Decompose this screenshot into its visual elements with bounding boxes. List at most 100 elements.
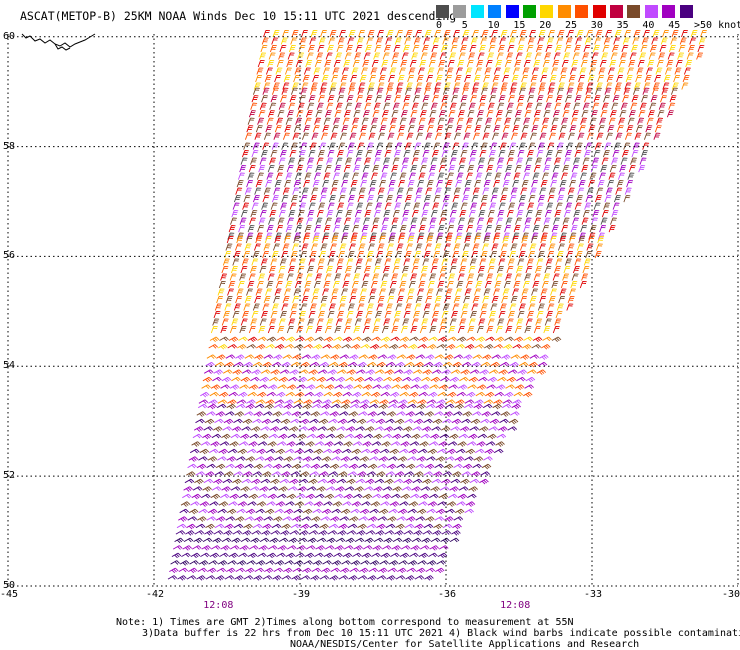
wind-barb <box>562 217 570 225</box>
wind-barb <box>287 52 295 60</box>
wind-barb <box>364 210 372 218</box>
wind-barb <box>308 530 319 535</box>
wind-barb <box>438 59 446 68</box>
scale-swatch <box>540 5 554 18</box>
wind-barb <box>252 471 263 476</box>
wind-barb <box>406 567 417 573</box>
wind-barb <box>454 508 465 515</box>
wind-barb <box>541 172 549 180</box>
wind-barb <box>493 232 501 240</box>
wind-barb <box>407 74 415 83</box>
wind-barb <box>448 165 456 173</box>
wind-barb <box>324 165 332 173</box>
wind-barb <box>300 303 308 311</box>
wind-barb <box>267 325 275 334</box>
wind-barb <box>225 516 236 521</box>
wind-barb <box>224 361 234 368</box>
wind-barb <box>582 52 590 60</box>
wind-barb <box>310 243 318 251</box>
wind-barb <box>252 361 263 367</box>
wind-barb <box>303 180 311 188</box>
wind-barb <box>521 344 532 350</box>
wind-barb <box>273 295 281 304</box>
wind-barb <box>602 44 610 53</box>
wind-barb <box>205 471 215 477</box>
wind-barb <box>471 471 481 477</box>
wind-barb <box>410 493 420 499</box>
wind-barb <box>250 376 260 382</box>
wind-barb <box>521 288 529 296</box>
wind-barb <box>678 44 686 53</box>
wind-barb <box>250 102 258 110</box>
wind-barb <box>522 67 530 75</box>
wind-barb <box>497 44 505 53</box>
wind-barb <box>402 426 413 432</box>
wind-barb <box>403 202 411 210</box>
wind-barb <box>502 125 510 133</box>
wind-barb <box>519 29 527 38</box>
wind-barb <box>395 87 403 95</box>
wind-barb <box>350 235 358 244</box>
wind-barb <box>382 217 389 225</box>
wind-barb <box>486 384 496 389</box>
wind-barb <box>226 508 237 515</box>
wind-barb <box>492 235 500 244</box>
wind-barb <box>243 250 251 259</box>
wind-barb <box>429 493 439 499</box>
wind-barb <box>476 59 484 68</box>
wind-barb <box>211 433 222 439</box>
wind-barb <box>295 117 303 125</box>
wind-barb <box>509 87 517 95</box>
wind-barb <box>348 243 356 251</box>
wind-barb <box>517 310 525 319</box>
wind-barb <box>483 125 491 133</box>
wind-barb <box>303 232 311 240</box>
wind-barb <box>325 265 333 274</box>
wind-barb <box>315 165 323 173</box>
wind-barb <box>527 202 535 210</box>
wind-barb <box>215 575 225 581</box>
wind-barb <box>570 225 578 233</box>
wind-barb <box>175 530 186 535</box>
wind-barb <box>349 295 357 304</box>
wind-barb <box>293 456 303 461</box>
wind-barb <box>273 132 281 140</box>
wind-barb <box>638 165 646 173</box>
wind-barb <box>330 354 340 360</box>
wind-barb <box>267 493 278 500</box>
wind-barb <box>336 150 344 158</box>
wind-barb <box>353 273 361 281</box>
wind-barb <box>514 384 525 390</box>
wind-barb <box>356 310 363 319</box>
wind-barb <box>340 508 351 515</box>
wind-barb <box>551 336 562 343</box>
wind-barb <box>433 87 441 95</box>
wind-barb <box>384 369 395 375</box>
wind-barb <box>472 411 482 416</box>
wind-barb <box>266 336 277 343</box>
wind-barb <box>241 478 252 484</box>
wind-barb <box>629 52 637 60</box>
wind-barb <box>351 67 359 75</box>
wind-barb <box>281 195 289 203</box>
wind-barb <box>342 117 350 125</box>
wind-barb <box>245 567 255 574</box>
wind-barb <box>599 59 607 68</box>
wind-barb <box>530 235 538 244</box>
wind-barb <box>189 560 199 565</box>
wind-barb <box>438 545 449 550</box>
wind-barb <box>347 418 357 424</box>
wind-barb <box>372 273 380 281</box>
wind-barb <box>423 142 431 150</box>
wind-barb <box>567 243 575 251</box>
wind-barb <box>274 344 285 350</box>
wind-barb <box>337 37 345 45</box>
wind-barb <box>433 142 441 150</box>
wind-barb <box>581 165 589 173</box>
wind-barb <box>317 478 328 484</box>
wind-barb <box>451 530 461 536</box>
wind-barb <box>635 125 643 133</box>
wind-barb <box>325 52 333 60</box>
wind-barb <box>641 37 649 45</box>
wind-barb <box>451 95 458 103</box>
